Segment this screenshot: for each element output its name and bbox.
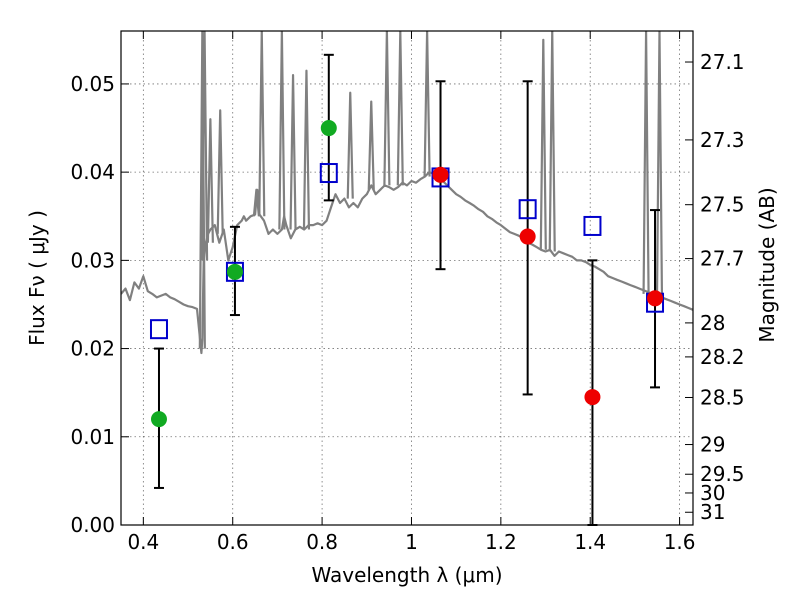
observed-point: [226, 263, 243, 280]
x-tick-label: 1.4: [574, 530, 606, 554]
magnitude-tick-label: 28: [700, 311, 725, 335]
x-axis-title: Wavelength λ (μm): [311, 563, 502, 587]
emission-lines: [198, 31, 664, 349]
observed-point: [432, 166, 449, 183]
magnitude-tick-label: 27.3: [700, 128, 745, 152]
emission-line-spike: [289, 74, 297, 230]
y-tick-label: 0.05: [70, 72, 115, 96]
y-tick-label: 0.04: [70, 160, 115, 184]
x-tick-label: 1.2: [485, 530, 517, 554]
x-tick-label: 1: [405, 530, 418, 554]
emission-line-spike: [423, 31, 431, 177]
emission-line-spike: [655, 31, 664, 301]
emission-line-spike: [198, 31, 206, 349]
emission-line-spike: [548, 31, 556, 252]
observed-point: [647, 290, 664, 307]
magnitude-tick-label: 27.5: [700, 193, 745, 217]
y-tick-label: 0.03: [70, 248, 115, 272]
y-axis-title: Flux Fν ( μJy ): [25, 210, 49, 346]
magnitude-tick-label: 29.5: [700, 462, 745, 486]
emission-line-spike: [346, 91, 354, 199]
y-tick-label: 0.01: [70, 425, 115, 449]
grid: [121, 31, 693, 526]
magnitude-tick-label: 27.7: [700, 247, 745, 271]
emission-line-spike: [302, 69, 311, 230]
observed-point: [519, 228, 536, 245]
y-tick-label: 0.00: [70, 513, 115, 537]
emission-line-spike: [206, 118, 214, 243]
emission-line-spike: [216, 109, 224, 234]
observed-point: [320, 120, 337, 137]
magnitude-tick-label: 29: [700, 433, 725, 457]
emission-line-spike: [396, 31, 404, 186]
x-tick-label: 1.6: [664, 530, 696, 554]
emission-line-spike: [383, 31, 391, 186]
model-point: [518, 199, 537, 220]
observed-point: [584, 389, 601, 406]
observed-point: [150, 411, 167, 428]
observed-photometry-points: [150, 120, 664, 428]
model-point: [583, 215, 602, 236]
error-bars: [153, 53, 661, 526]
plot-frame: [120, 30, 694, 526]
x-tick-label: 0.8: [306, 530, 338, 554]
emission-line-spike: [200, 31, 209, 261]
y-axis-ticks: 0.00 0.01 0.02 0.03 0.04 0.05: [70, 72, 129, 537]
emission-line-spike: [278, 31, 286, 230]
magnitude-tick-label: 30: [700, 481, 725, 505]
emission-line-spike: [642, 31, 650, 294]
emission-line-spike: [252, 188, 260, 217]
model-point: [149, 319, 168, 340]
magnitude-tick-label: 28.5: [700, 385, 745, 409]
model-point: [319, 163, 338, 184]
x-axis-ticks: 0.4 0.6 0.8 1 1.2 1.4 1.6: [127, 31, 696, 554]
magnitude-tick-label: 28.2: [700, 345, 745, 369]
emission-line-spike: [258, 31, 266, 217]
magnitude-tick-label: 27.1: [700, 50, 745, 74]
x-tick-label: 0.6: [217, 530, 249, 554]
emission-line-spike: [539, 38, 547, 250]
x-tick-label: 0.4: [127, 530, 159, 554]
magnitude-axis-title: Magnitude (AB): [755, 187, 779, 342]
y-tick-label: 0.02: [70, 337, 115, 361]
emission-line-spike: [367, 100, 375, 190]
magnitude-tick-label: 31: [700, 500, 725, 524]
